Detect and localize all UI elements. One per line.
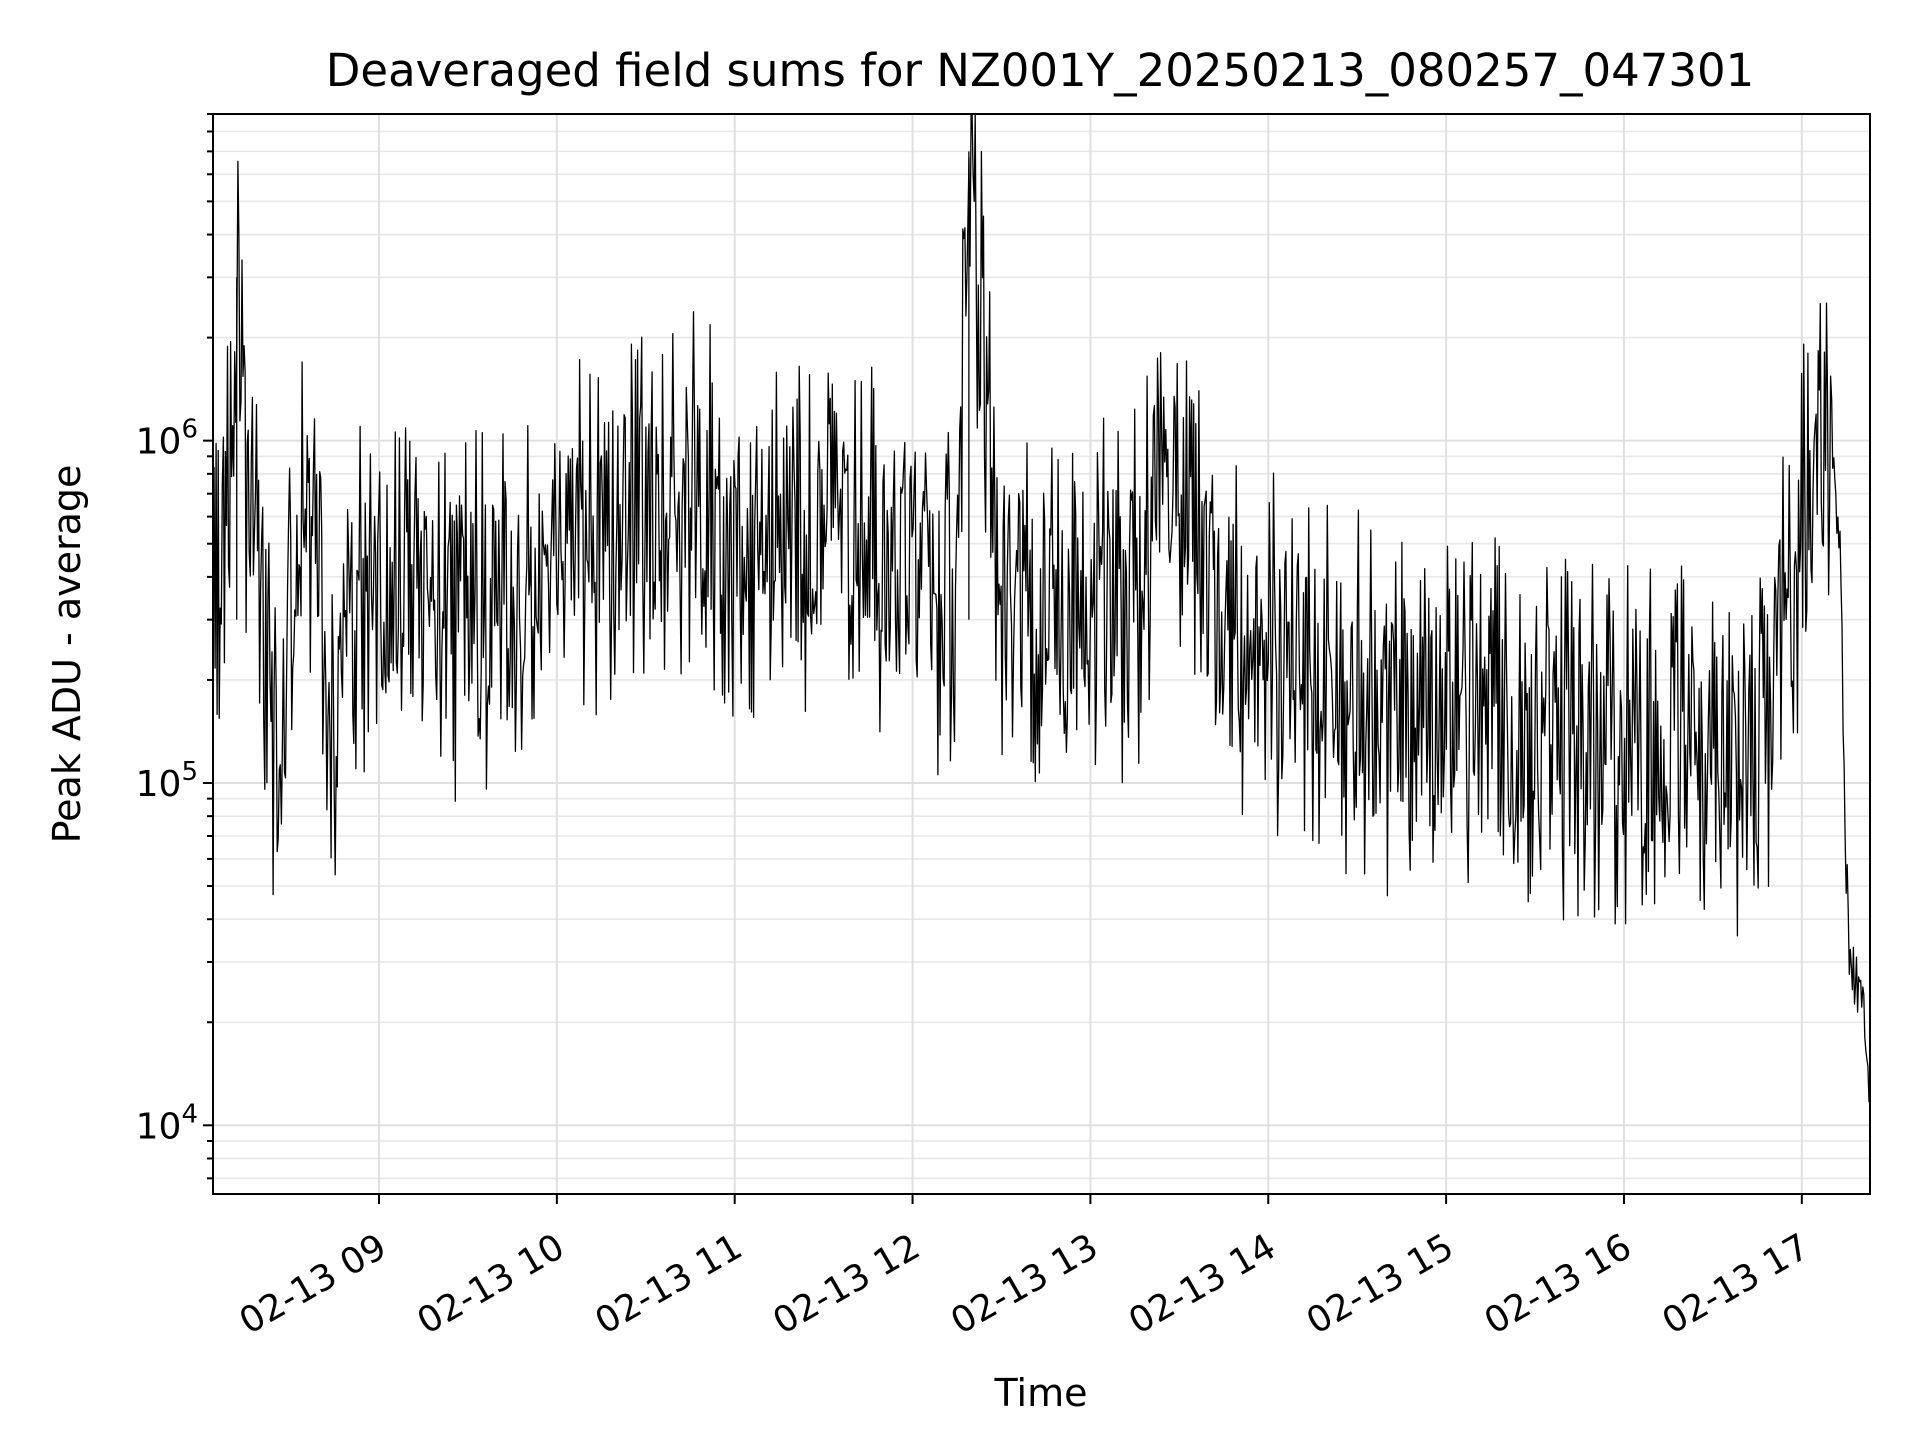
chart-title: Deaveraged field sums for NZ001Y_2025021… xyxy=(326,44,1755,97)
series-layer xyxy=(212,113,1870,1103)
plot-frame xyxy=(212,113,1871,1195)
y-tick-label: 106 xyxy=(136,415,198,463)
y-axis: 104 105 106 xyxy=(136,113,213,1180)
y-tick-label: 104 xyxy=(136,1099,198,1147)
y-tick-label: 105 xyxy=(136,757,198,805)
x-axis-label: Time xyxy=(994,1371,1088,1415)
y-axis-label: Peak ADU - average xyxy=(45,465,89,844)
series-line-0 xyxy=(212,113,1870,1103)
